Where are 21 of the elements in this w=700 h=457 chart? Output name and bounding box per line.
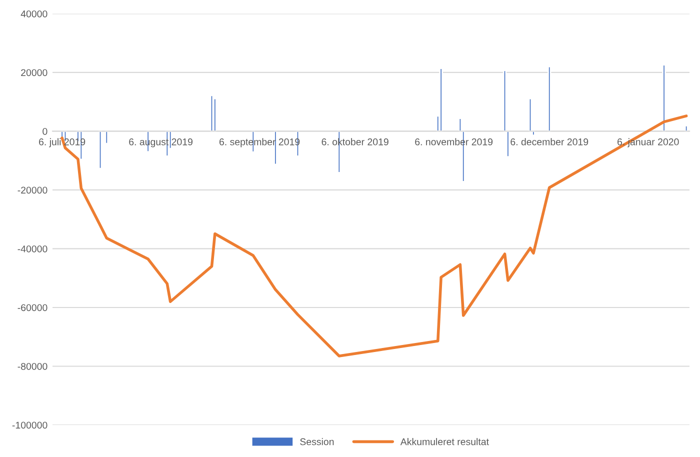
x-tick-label: 6. januar 2020 [618,138,679,148]
x-tick-label: 6. december 2019 [510,138,588,146]
bar [528,98,532,132]
bar [548,66,552,132]
y-tick-label: -100000 [12,422,48,429]
legend-label: Session [300,438,334,446]
y-tick-label: 0 [42,128,48,135]
bar [98,130,102,170]
bar [213,98,217,132]
y-tick-label: -80000 [18,362,48,370]
bar [439,68,443,132]
y-tick-label: -60000 [18,304,48,312]
y-tick-label: 40000 [20,10,48,18]
y-tick-label: -20000 [18,186,48,194]
bar [104,130,108,144]
bar [274,130,278,166]
bar [662,64,666,132]
y-tick-label: -40000 [18,245,48,252]
legend-label: Akkumuleret resultat [400,438,489,446]
y-tick-label: 20000 [21,69,48,76]
line-series [60,114,688,358]
